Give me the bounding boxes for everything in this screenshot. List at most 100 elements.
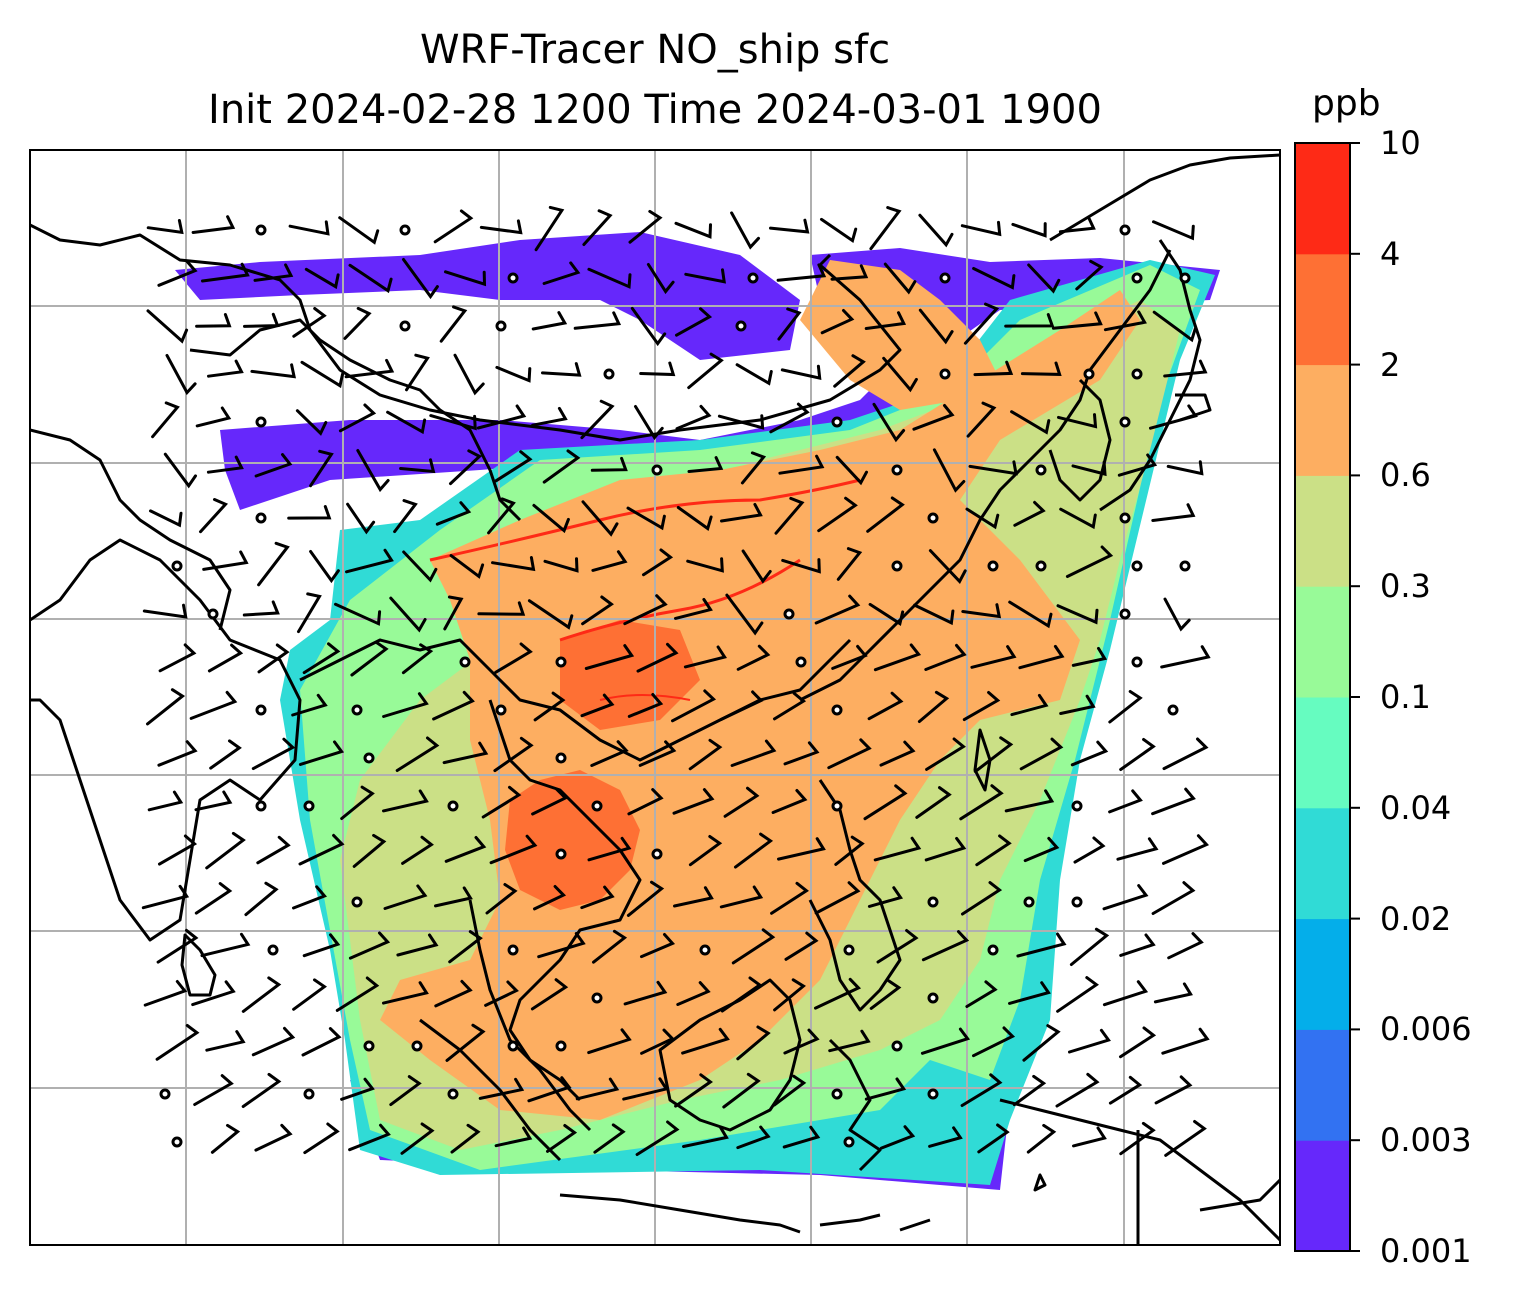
wind-barb [484,980,519,1007]
wind-barb [155,1024,200,1061]
wind-barb [383,884,428,910]
calm-marker [399,224,411,236]
wind-barb [968,460,1018,476]
wind-barb [834,835,865,866]
wind-barb [580,693,615,718]
wind-barb [1011,222,1047,238]
wind-barb [915,786,952,819]
wind-barb [348,1123,391,1152]
calm-marker [891,1040,903,1052]
wind-barb [777,307,802,341]
wind-barb [639,361,676,377]
colorbar-tick-label: 4 [1380,234,1401,273]
wind-barb [634,405,664,441]
wind-barb [481,785,522,819]
wind-barb [386,410,427,435]
wind-barb [1162,737,1209,771]
field-darkorange [505,770,640,910]
wind-barb [338,216,380,245]
wind-barb [581,595,614,626]
wind-barb [687,352,724,390]
calm-marker [171,1136,183,1148]
calm-marker [699,944,711,956]
colorbar-swatch [1295,253,1350,366]
wind-barb [1154,1075,1193,1105]
colorbar-tick-label: 0.003 [1380,1121,1472,1160]
calm-marker [495,704,507,716]
wind-barb [200,932,251,958]
calm-marker [255,416,267,428]
wind-barb [1010,693,1049,717]
wind-barb [489,834,538,865]
wind-barb [773,691,807,721]
wind-barb [820,309,855,335]
colorbar-tick-label: 0.3 [1380,567,1431,606]
wind-barb [1056,604,1099,625]
coast-indochina [488,699,642,1102]
wind-barb [582,209,613,246]
wind-barb [814,977,862,1010]
wind-barb [674,221,712,239]
wind-barb [960,220,1002,237]
calm-marker [831,1088,843,1100]
wind-barb [156,928,199,964]
wind-barb [442,741,489,765]
calm-marker [507,944,519,956]
wind-barb [783,741,820,766]
map-area [30,150,1280,1245]
calm-marker [1167,704,1179,716]
wind-barb [869,206,902,251]
wind-barb [1119,933,1156,957]
wind-barb [477,601,526,616]
wind-barb [292,978,327,1011]
wind-barb [534,205,565,252]
wind-barb [335,976,380,1012]
colorbar-swatch [1295,1140,1350,1252]
wind-barb [434,979,473,1008]
wind-barb [723,786,760,818]
wind-barb [635,1120,680,1156]
colorbar-swatch [1295,918,1350,1030]
wind-barb [389,596,427,633]
field-low-north [175,232,800,360]
wind-barb [970,645,1017,669]
wind-barb [688,835,723,867]
wind-barb [429,414,477,431]
colorbar-tick-label: 2 [1380,345,1401,384]
wind-barb [1160,645,1211,669]
wind-barb [873,836,922,862]
calm-marker [1119,608,1131,620]
wind-barb [146,219,184,235]
wind-barb [542,449,581,484]
calm-marker [255,224,267,236]
field-orange [380,290,1140,1120]
wind-barb [191,215,236,234]
wind-barb [587,836,632,862]
wind-barb [740,451,767,485]
field-low-mid [220,380,920,510]
wind-barb [573,311,622,330]
wind-barb [382,789,429,813]
calm-marker [303,1088,315,1100]
wind-barb [1068,1028,1111,1054]
border-himalaya [189,318,522,522]
wind-barb [918,308,954,345]
wind-barb [671,689,717,723]
calm-marker [927,1088,939,1100]
wind-barb [774,496,805,535]
wind-barb [581,500,619,537]
wind-barb [405,353,430,392]
coast-korea [1048,378,1112,502]
wind-barb [584,644,635,670]
coast-malay [468,899,592,1132]
wind-barb [1004,789,1055,813]
wind-barb [493,736,534,773]
wind-barb [587,1028,632,1055]
wind-barb [814,594,861,625]
wind-barb [165,353,197,396]
wind-barb [828,1029,871,1053]
wind-barb [256,835,291,865]
wind-barb [1069,927,1110,966]
wind-barb [1056,976,1099,1013]
